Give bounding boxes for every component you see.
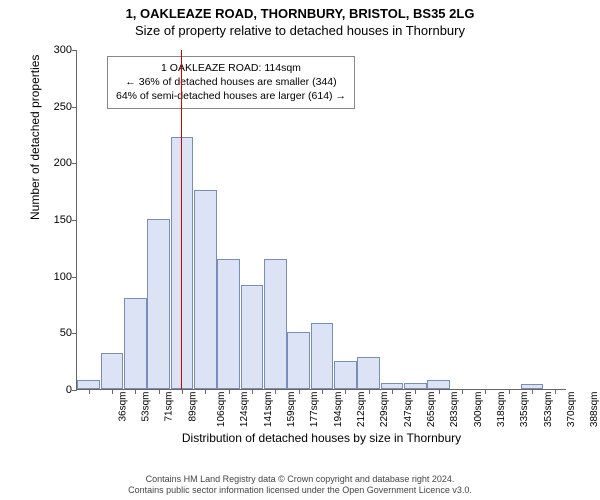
y-tick-mark: [72, 107, 77, 108]
footer-line2: Contains public sector information licen…: [0, 485, 600, 496]
x-tick-label: 141sqm: [263, 392, 274, 428]
x-tick-label: 335sqm: [519, 392, 530, 428]
plot-area: 1 OAKLEAZE ROAD: 114sqm ← 36% of detache…: [76, 50, 566, 390]
y-tick-mark: [72, 390, 77, 391]
y-tick-mark: [72, 220, 77, 221]
x-tick-label: 124sqm: [239, 392, 250, 428]
x-tick-mark: [299, 389, 300, 394]
x-tick-label: 265sqm: [426, 392, 437, 428]
histogram-bar: [147, 219, 170, 389]
footer-line1: Contains HM Land Registry data © Crown c…: [0, 474, 600, 485]
y-tick-label: 100: [42, 271, 72, 283]
y-tick-label: 300: [42, 44, 72, 56]
title-subtitle: Size of property relative to detached ho…: [0, 23, 600, 38]
x-tick-mark: [205, 389, 206, 394]
x-tick-label: 388sqm: [589, 392, 600, 428]
x-tick-label: 370sqm: [566, 392, 577, 428]
x-tick-label: 71sqm: [164, 392, 175, 422]
x-tick-label: 247sqm: [403, 392, 414, 428]
x-tick-mark: [555, 389, 556, 394]
histogram-bar: [311, 323, 334, 389]
title-address: 1, OAKLEAZE ROAD, THORNBURY, BRISTOL, BS…: [0, 6, 600, 21]
y-tick-label: 250: [42, 101, 72, 113]
reference-marker-line: [181, 50, 183, 389]
x-tick-mark: [135, 389, 136, 394]
x-tick-label: 36sqm: [117, 392, 128, 422]
histogram-bar: [427, 380, 450, 389]
x-tick-label: 212sqm: [356, 392, 367, 428]
x-tick-mark: [159, 389, 160, 394]
y-tick-label: 200: [42, 157, 72, 169]
histogram-bar: [217, 259, 240, 389]
x-tick-label: 318sqm: [496, 392, 507, 428]
footer-attribution: Contains HM Land Registry data © Crown c…: [0, 474, 600, 497]
y-tick-label: 50: [42, 327, 72, 339]
histogram-bar: [124, 298, 147, 389]
y-tick-mark: [72, 50, 77, 51]
x-tick-label: 300sqm: [473, 392, 484, 428]
histogram-bar: [101, 353, 124, 389]
x-tick-label: 353sqm: [543, 392, 554, 428]
x-tick-mark: [252, 389, 253, 394]
x-tick-mark: [89, 389, 90, 394]
histogram-bar: [241, 285, 264, 389]
histogram-bar: [264, 259, 287, 389]
x-tick-mark: [112, 389, 113, 394]
x-tick-label: 283sqm: [449, 392, 460, 428]
x-tick-mark: [462, 389, 463, 394]
x-tick-mark: [275, 389, 276, 394]
annotation-line2: ← 36% of detached houses are smaller (34…: [116, 75, 346, 89]
x-tick-mark: [322, 389, 323, 394]
x-tick-label: 89sqm: [187, 392, 198, 422]
histogram-bar: [287, 332, 310, 389]
x-tick-mark: [439, 389, 440, 394]
y-tick-label: 150: [42, 214, 72, 226]
annotation-box: 1 OAKLEAZE ROAD: 114sqm ← 36% of detache…: [107, 56, 355, 109]
x-tick-mark: [509, 389, 510, 394]
annotation-line3: 64% of semi-detached houses are larger (…: [116, 89, 346, 103]
x-tick-label: 106sqm: [216, 392, 227, 428]
x-tick-label: 177sqm: [309, 392, 320, 428]
histogram-bar: [194, 190, 217, 389]
y-tick-mark: [72, 163, 77, 164]
x-tick-mark: [345, 389, 346, 394]
x-tick-label: 159sqm: [286, 392, 297, 428]
chart-title-block: 1, OAKLEAZE ROAD, THORNBURY, BRISTOL, BS…: [0, 0, 600, 38]
x-axis-label: Distribution of detached houses by size …: [77, 431, 566, 445]
chart-container: Number of detached properties 1 OAKLEAZE…: [46, 50, 566, 430]
x-tick-mark: [532, 389, 533, 394]
x-tick-label: 194sqm: [333, 392, 344, 428]
x-tick-label: 53sqm: [141, 392, 152, 422]
y-tick-label: 0: [42, 384, 72, 396]
y-axis-label: Number of detached properties: [28, 55, 42, 220]
x-tick-mark: [369, 389, 370, 394]
x-tick-mark: [415, 389, 416, 394]
histogram-bar: [334, 361, 357, 389]
histogram-bar: [77, 380, 100, 389]
x-tick-mark: [182, 389, 183, 394]
x-tick-mark: [485, 389, 486, 394]
y-tick-mark: [72, 333, 77, 334]
annotation-line1: 1 OAKLEAZE ROAD: 114sqm: [116, 61, 346, 75]
x-tick-mark: [392, 389, 393, 394]
x-tick-label: 229sqm: [379, 392, 390, 428]
y-tick-mark: [72, 277, 77, 278]
histogram-bar: [357, 357, 380, 389]
x-tick-mark: [229, 389, 230, 394]
